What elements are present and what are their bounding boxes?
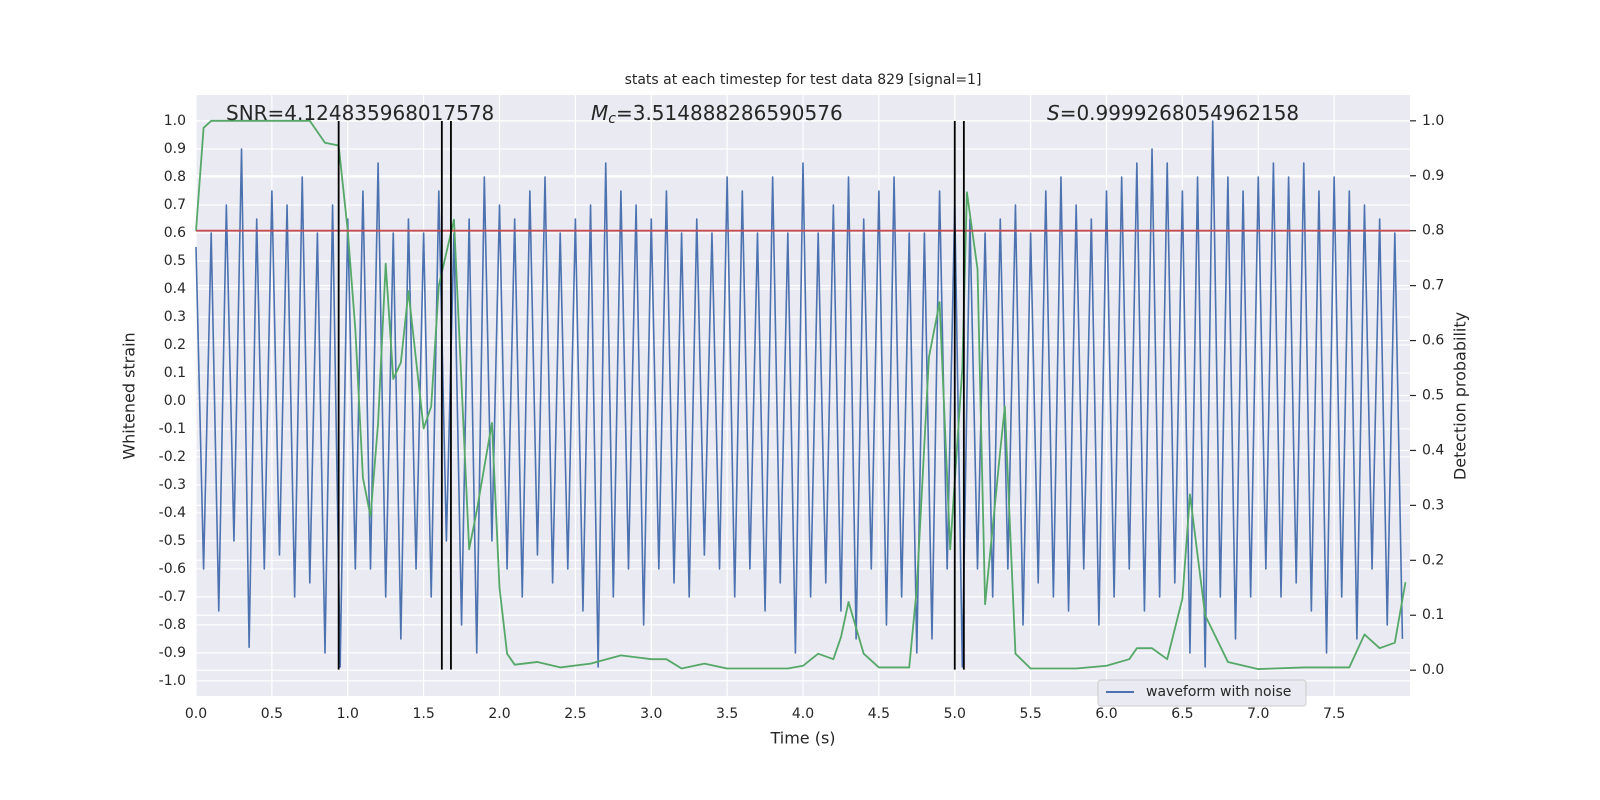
chart-title: stats at each timestep for test data 829… [625,72,982,88]
y-axis-label: Whitened strain [120,332,139,459]
y2-tick-label: 0.1 [1422,607,1444,623]
series-line [195,119,1407,670]
y2-tick-label: 0.9 [1422,168,1444,184]
y-tick-label: -0.4 [159,505,186,521]
y-tick-label: 0.3 [164,309,186,325]
y-tick-label: -0.6 [159,561,186,577]
y-tick-label: 0.5 [164,253,186,269]
y-tick-label: -0.1 [159,421,186,437]
x-tick-label: 7.0 [1247,706,1269,722]
y-tick-label: -1.0 [159,673,186,689]
y-tick-label: -0.3 [159,477,186,493]
x-tick-label: 2.0 [488,706,510,722]
y2-tick-label: 1.0 [1422,113,1444,129]
x-tick-label: 3.5 [716,706,738,722]
annotation: SNR=4.124835968017578 [226,101,494,125]
y2-tick-label: 0.4 [1422,442,1444,458]
x-tick-label: 0.5 [261,706,283,722]
x-tick-label: 5.0 [944,706,966,722]
y-tick-label: -0.7 [159,589,186,605]
x-tick-label: 6.5 [1171,706,1193,722]
annotation-text: =3.514888286590576 [616,101,843,125]
x-tick-label: 4.5 [868,706,890,722]
annotation-text: SNR=4.124835968017578 [226,101,494,125]
y-tick-label: 0.6 [164,225,186,241]
y2-tick-label: 0.7 [1422,278,1444,294]
x-tick-label: 5.5 [1019,706,1041,722]
y-tick-label: 0.7 [164,197,186,213]
y2-tick-label: 0.2 [1422,552,1444,568]
y-tick-label: -0.8 [159,617,186,633]
y-tick-label: 1.0 [164,113,186,129]
y2-tick-label: 0.5 [1422,388,1444,404]
x-tick-label: 0.0 [185,706,207,722]
annotation: S=0.9999268054962158 [1047,101,1299,125]
annotation-subscript: c [608,111,616,127]
annotation-symbol: S [1047,101,1060,125]
x-tick-label: 1.0 [337,706,359,722]
annotation-text: =0.9999268054962158 [1060,101,1299,125]
y2-tick-label: 0.0 [1422,662,1444,678]
y-tick-label: -0.2 [159,449,186,465]
y2-tick-label: 0.6 [1422,333,1444,349]
y2-axis-label: Detection probability [1451,312,1470,480]
x-axis-label: Time (s) [769,729,835,748]
annotation-symbol: M [591,101,608,125]
annotation: Mc=3.514888286590576 [591,101,843,128]
y-tick-label: 0.1 [164,365,186,381]
x-tick-label: 6.0 [1095,706,1117,722]
y-tick-label: 0.9 [164,141,186,157]
x-tick-label: 7.5 [1323,706,1345,722]
y-tick-label: 0.0 [164,393,186,409]
y-tick-label: -0.5 [159,533,186,549]
y2-tick-label: 0.3 [1422,497,1444,513]
legend-label: waveform with noise [1146,684,1291,700]
x-tick-label: 3.0 [640,706,662,722]
y2-tick-label: 0.8 [1422,223,1444,239]
x-tick-label: 2.5 [564,706,586,722]
legend-box [1097,679,1307,707]
y-tick-label: 0.4 [164,281,186,297]
x-tick-label: 4.0 [792,706,814,722]
x-tick-label: 1.5 [412,706,434,722]
y-tick-label: 0.2 [164,337,186,353]
series-line [195,120,1404,668]
y-tick-label: -0.9 [159,645,186,661]
y-tick-label: 0.8 [164,169,186,185]
